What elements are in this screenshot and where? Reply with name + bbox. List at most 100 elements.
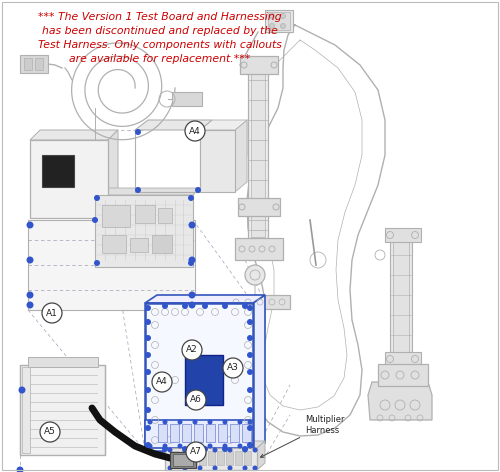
FancyBboxPatch shape — [230, 424, 239, 442]
Text: Multiplier
Harness: Multiplier Harness — [260, 415, 344, 457]
FancyBboxPatch shape — [28, 357, 98, 367]
FancyBboxPatch shape — [393, 238, 409, 352]
Circle shape — [222, 420, 228, 424]
Circle shape — [270, 14, 274, 18]
Polygon shape — [235, 120, 247, 192]
Circle shape — [162, 303, 168, 309]
FancyBboxPatch shape — [95, 195, 193, 267]
Circle shape — [162, 444, 168, 448]
Circle shape — [145, 335, 151, 341]
Circle shape — [192, 444, 198, 448]
Circle shape — [182, 303, 188, 309]
Circle shape — [186, 390, 206, 410]
Polygon shape — [200, 120, 247, 130]
Circle shape — [208, 444, 212, 448]
FancyBboxPatch shape — [208, 451, 215, 465]
Circle shape — [188, 302, 196, 309]
Text: A4: A4 — [189, 126, 201, 135]
Circle shape — [188, 256, 196, 263]
Circle shape — [162, 446, 168, 452]
Circle shape — [40, 422, 60, 442]
Polygon shape — [20, 365, 105, 455]
Circle shape — [242, 446, 248, 452]
Circle shape — [198, 447, 202, 453]
Circle shape — [222, 444, 228, 448]
Circle shape — [26, 302, 34, 309]
Circle shape — [148, 444, 152, 448]
Circle shape — [92, 217, 98, 223]
Text: A6: A6 — [190, 396, 202, 405]
Circle shape — [202, 446, 208, 452]
Circle shape — [247, 442, 253, 448]
Polygon shape — [135, 120, 212, 130]
FancyBboxPatch shape — [24, 58, 32, 70]
FancyBboxPatch shape — [182, 424, 191, 442]
FancyBboxPatch shape — [378, 364, 428, 386]
FancyBboxPatch shape — [130, 238, 148, 252]
Circle shape — [182, 447, 188, 453]
FancyBboxPatch shape — [152, 235, 172, 253]
Circle shape — [26, 292, 34, 298]
Circle shape — [16, 466, 24, 472]
Circle shape — [145, 407, 151, 413]
Circle shape — [208, 420, 212, 424]
Circle shape — [252, 465, 258, 471]
FancyBboxPatch shape — [390, 235, 412, 355]
Polygon shape — [108, 130, 118, 218]
Circle shape — [247, 425, 253, 431]
Circle shape — [247, 319, 253, 325]
FancyBboxPatch shape — [42, 155, 74, 187]
FancyBboxPatch shape — [170, 452, 196, 468]
Text: A4: A4 — [156, 378, 168, 387]
Circle shape — [223, 358, 243, 378]
FancyBboxPatch shape — [20, 55, 48, 73]
Circle shape — [148, 420, 152, 424]
FancyBboxPatch shape — [173, 454, 193, 466]
FancyBboxPatch shape — [190, 451, 197, 465]
Circle shape — [26, 221, 34, 228]
FancyBboxPatch shape — [102, 235, 126, 253]
Circle shape — [222, 303, 228, 309]
Circle shape — [168, 447, 172, 453]
FancyBboxPatch shape — [242, 424, 251, 442]
Circle shape — [222, 446, 228, 452]
Circle shape — [145, 319, 151, 325]
Text: A2: A2 — [186, 346, 198, 354]
Polygon shape — [257, 441, 265, 470]
Circle shape — [195, 187, 201, 193]
FancyBboxPatch shape — [240, 56, 278, 74]
FancyBboxPatch shape — [385, 228, 421, 242]
Circle shape — [94, 195, 100, 201]
Circle shape — [198, 465, 202, 471]
Polygon shape — [253, 295, 265, 451]
Circle shape — [18, 387, 26, 394]
FancyBboxPatch shape — [238, 198, 280, 216]
Circle shape — [182, 465, 188, 471]
FancyBboxPatch shape — [158, 424, 167, 442]
Circle shape — [247, 335, 253, 341]
FancyBboxPatch shape — [251, 63, 265, 237]
Circle shape — [247, 305, 253, 311]
Polygon shape — [368, 382, 432, 420]
Circle shape — [94, 260, 100, 266]
Circle shape — [188, 221, 196, 228]
FancyBboxPatch shape — [158, 208, 172, 223]
Circle shape — [188, 260, 194, 266]
Circle shape — [242, 465, 248, 471]
FancyBboxPatch shape — [185, 355, 223, 405]
Circle shape — [145, 352, 151, 358]
Circle shape — [252, 447, 258, 453]
FancyBboxPatch shape — [265, 10, 293, 32]
Circle shape — [247, 407, 253, 413]
Circle shape — [178, 444, 182, 448]
Text: A1: A1 — [46, 309, 58, 318]
Text: A7: A7 — [190, 447, 202, 456]
FancyBboxPatch shape — [35, 58, 43, 70]
Circle shape — [202, 303, 208, 309]
Polygon shape — [28, 220, 195, 310]
Circle shape — [42, 303, 62, 323]
Circle shape — [182, 446, 188, 452]
Circle shape — [145, 425, 151, 431]
Circle shape — [238, 444, 242, 448]
Circle shape — [26, 256, 34, 263]
